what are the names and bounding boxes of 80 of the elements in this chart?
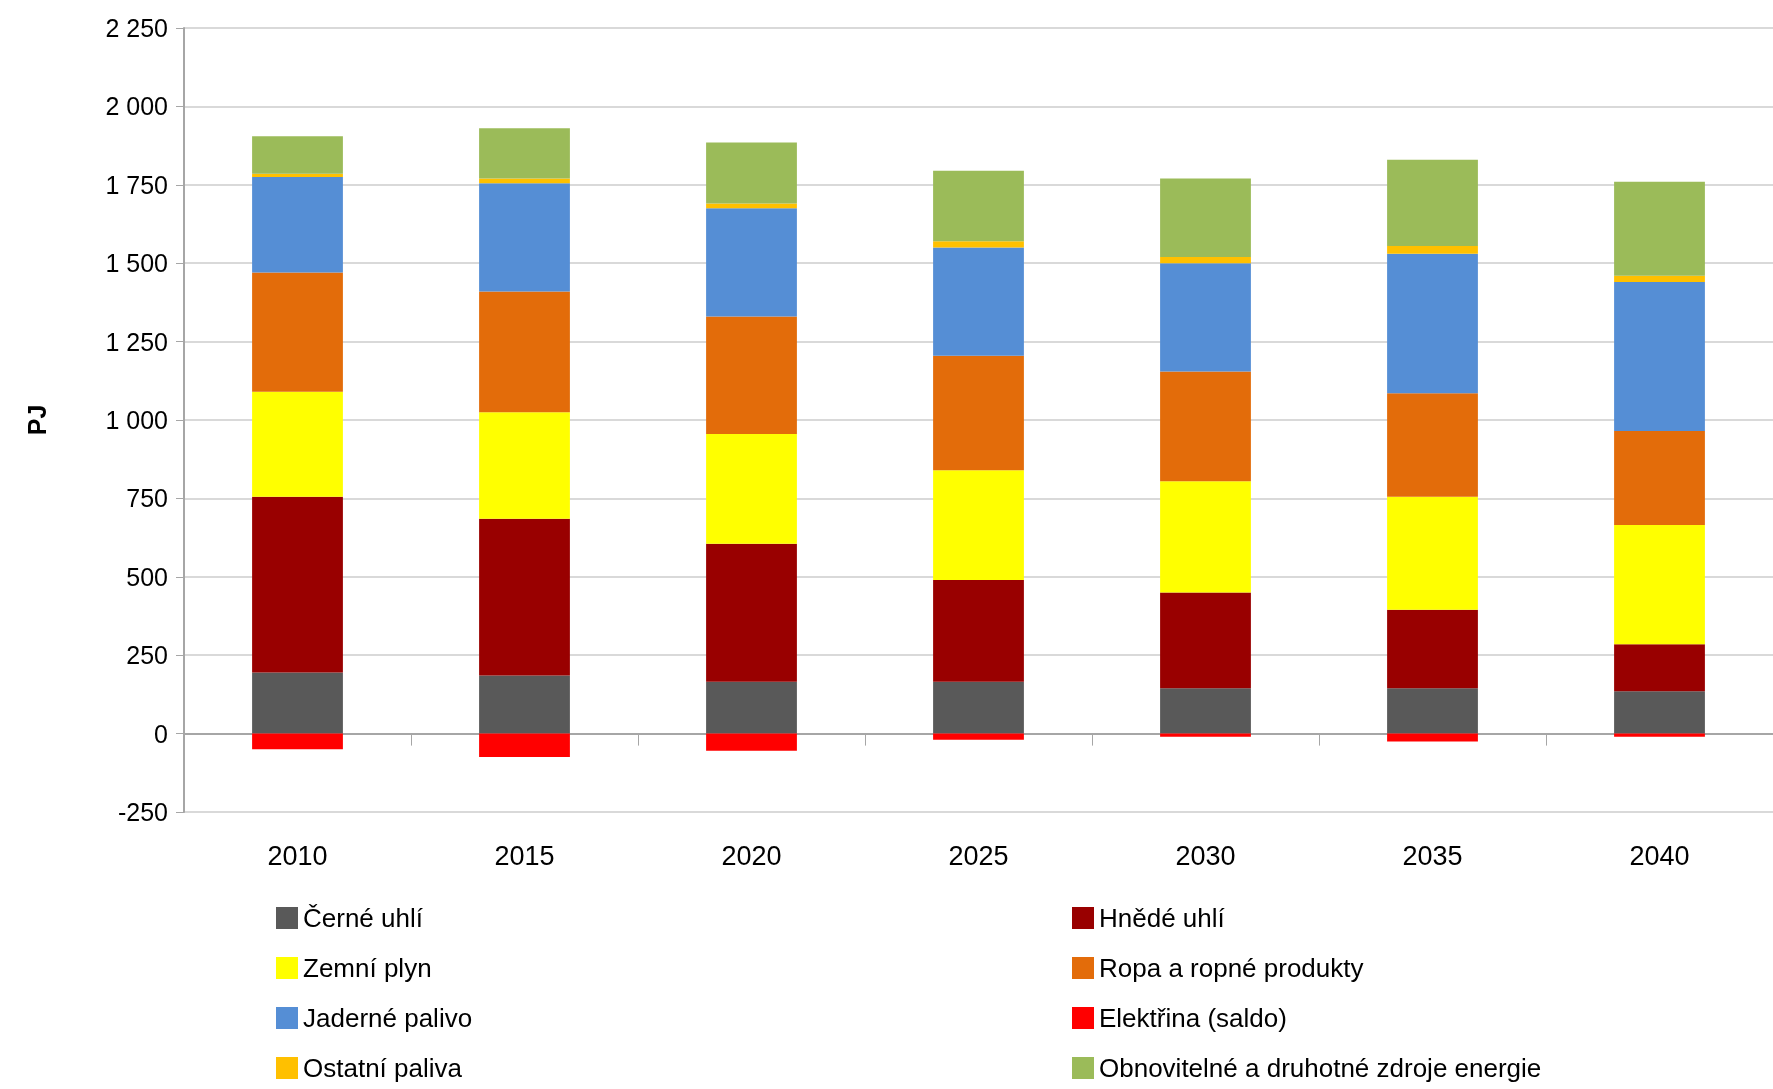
x-tick-label: 2025 xyxy=(948,840,1009,871)
bar xyxy=(1614,275,1705,283)
bar xyxy=(1614,430,1705,526)
legend-label: Obnovitelné a druhotné zdroje energie xyxy=(1099,1053,1542,1083)
bar xyxy=(1614,733,1705,737)
legend-label: Elektřina (saldo) xyxy=(1099,1003,1287,1033)
bar xyxy=(252,672,343,734)
y-tick-label: 1 000 xyxy=(105,406,168,434)
bar xyxy=(933,241,1024,248)
x-tick-label: 2015 xyxy=(494,840,555,871)
x-tick-label: 2040 xyxy=(1629,840,1690,871)
bar xyxy=(933,247,1024,356)
bar xyxy=(479,291,570,413)
bar xyxy=(252,272,343,392)
bar xyxy=(252,733,343,750)
y-tick-label: 1 250 xyxy=(105,327,168,356)
y-axis-title: PJ xyxy=(22,404,51,436)
legend-label: Ostatní paliva xyxy=(303,1053,463,1083)
x-tick-label: 2020 xyxy=(721,840,782,871)
bar xyxy=(1160,592,1251,689)
y-tick-label: -250 xyxy=(117,798,168,826)
x-tick-label: 2030 xyxy=(1175,840,1236,871)
bar xyxy=(933,579,1024,682)
y-tick-label: 2 000 xyxy=(105,92,168,121)
bar xyxy=(479,183,570,292)
bar xyxy=(933,355,1024,471)
bar xyxy=(1160,481,1251,593)
legend-label: Zemní plyn xyxy=(303,953,432,983)
bar xyxy=(933,681,1024,734)
bar xyxy=(706,681,797,734)
x-tick-label: 2035 xyxy=(1402,840,1463,871)
bar xyxy=(1160,733,1251,737)
bar xyxy=(1387,245,1478,254)
bar xyxy=(1387,159,1478,246)
y-tick-label: 2 250 xyxy=(105,14,168,42)
bar xyxy=(1160,371,1251,482)
bar xyxy=(1614,691,1705,734)
legend-label: Ropa a ropné produkty xyxy=(1099,953,1364,983)
bar xyxy=(933,170,1024,242)
legend-label: Černé uhlí xyxy=(303,903,424,933)
bar xyxy=(1160,256,1251,264)
bar xyxy=(1160,263,1251,372)
bar xyxy=(479,518,570,676)
bar xyxy=(1614,181,1705,276)
bar xyxy=(1387,393,1478,497)
bar xyxy=(1387,609,1478,689)
y-tick-label: 250 xyxy=(126,641,168,670)
bar xyxy=(1387,688,1478,734)
bar xyxy=(252,496,343,673)
y-tick-label: 1 500 xyxy=(105,249,168,278)
bar xyxy=(706,434,797,544)
bar xyxy=(706,316,797,435)
bar xyxy=(1614,644,1705,692)
bar xyxy=(479,675,570,734)
bar xyxy=(252,173,343,177)
bar xyxy=(252,136,343,174)
bar xyxy=(706,208,797,317)
bar xyxy=(479,412,570,519)
bar xyxy=(252,391,343,497)
bar xyxy=(479,128,570,179)
bar xyxy=(479,733,570,758)
x-tick-label: 2010 xyxy=(267,840,328,871)
y-tick-label: 500 xyxy=(126,562,168,591)
bar xyxy=(1614,525,1705,645)
bar xyxy=(1614,282,1705,431)
bar xyxy=(1160,688,1251,734)
legend-label: Jaderné palivo xyxy=(303,1003,473,1033)
bar xyxy=(933,470,1024,580)
bar xyxy=(706,733,797,751)
y-tick-label: 1 750 xyxy=(105,170,168,199)
bar xyxy=(706,543,797,682)
bar xyxy=(1387,253,1478,394)
y-tick-label: 0 xyxy=(154,719,168,748)
bar xyxy=(933,733,1024,740)
y-tick-label: 750 xyxy=(126,484,168,513)
bar xyxy=(706,142,797,204)
bar xyxy=(1160,178,1251,257)
bar xyxy=(252,176,343,273)
legend-label: Hnědé uhlí xyxy=(1099,903,1226,933)
bar xyxy=(1387,496,1478,610)
